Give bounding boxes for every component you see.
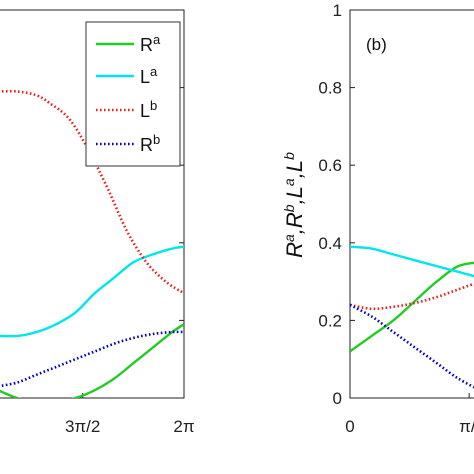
panel-b-axes-box (349, 9, 474, 399)
panel-b-title: (b) (366, 35, 387, 54)
legend-box (85, 21, 181, 167)
panel-a-x-tick-label: 3π/2 (65, 417, 100, 436)
legend-label-lb: Lb (140, 98, 157, 122)
legend-label-la: La (140, 64, 158, 88)
panel-b-x-ticks: 0 π/ (345, 393, 474, 436)
panel-a-series-ra-line (0, 323, 184, 398)
legend-label-rb: Rb (140, 132, 160, 156)
legend: Ra La Lb Rb (85, 21, 181, 167)
panel-b-y-tick-label: 1 (333, 1, 342, 20)
panel-b-series-rb-line (350, 303, 474, 389)
panel-b-y-tick-label: 0.2 (318, 311, 342, 330)
panel-b-y-axis-label: Ra,Rb,La,Lb (281, 152, 307, 258)
panel-b-y-tick-label: 0.8 (318, 79, 342, 98)
panel-a-series (0, 89, 184, 398)
panel-a-x-tick-label: 2π (173, 417, 194, 436)
panel-b-series-la-line (350, 245, 474, 278)
panel-b-y-tick-label: 0 (333, 389, 342, 408)
panel-b-x-tick-label: 0 (345, 417, 354, 436)
panel-a-x-ticks: 3π/2 2π (65, 393, 195, 436)
panel-a: 3π/2 2π Ra La Lb Rb (0, 9, 195, 436)
panel-b-y-tick-label: 0.6 (318, 156, 342, 175)
panel-b-y-tick-label: 0.4 (318, 234, 342, 253)
panel-b-series (350, 245, 474, 389)
panel-b-series-ra-line (350, 261, 474, 353)
legend-label-ra: Ra (140, 32, 161, 56)
panel-a-series-la-line (0, 245, 184, 338)
panel-b-x-tick-label: π/ (459, 417, 474, 436)
panel-b-y-ticks: 0 0.2 0.4 0.6 0.8 1 (318, 1, 355, 408)
panel-a-series-lb-line (0, 89, 184, 295)
panel-b: 0 0.2 0.4 0.6 0.8 1 0 π/ (b) Ra,Rb,La,Lb (281, 1, 474, 436)
